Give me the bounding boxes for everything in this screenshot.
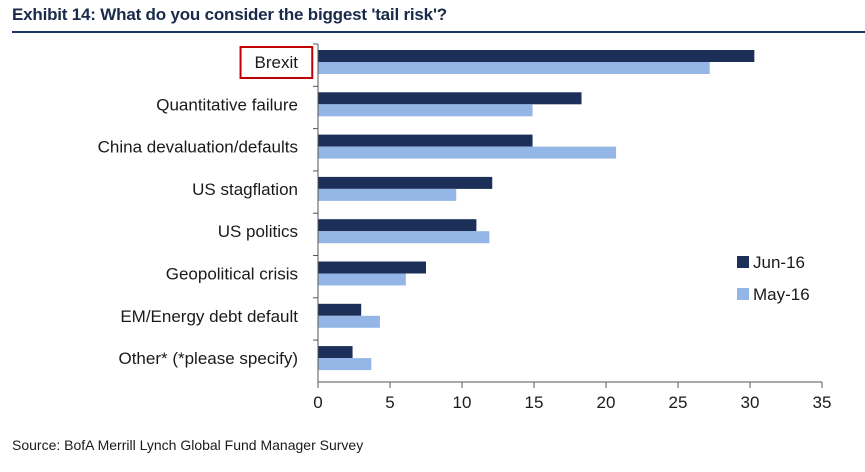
bar-jun-16-6 (318, 303, 362, 316)
bar-may-16-1 (318, 104, 533, 117)
bar-may-16-0 (318, 62, 710, 74)
bar-jun-16-4 (318, 219, 477, 232)
bar-jun-16-0 (318, 50, 755, 62)
bar-jun-16-3 (318, 176, 493, 189)
category-label: Brexit (255, 53, 299, 72)
bar-may-16-3 (318, 188, 457, 201)
bar-jun-16-2 (318, 134, 533, 147)
legend-swatch-jun-16 (737, 256, 749, 268)
axes: 0 5 10 15 20 25 30 35 (313, 43, 832, 412)
bar-jun-16-5 (318, 261, 426, 274)
x-tick-label: 25 (669, 393, 688, 412)
bar-may-16-6 (318, 315, 380, 328)
bar-may-16-2 (318, 146, 617, 159)
category-label: Quantitative failure (156, 95, 298, 114)
bar-chart: Brexit Quantitative failure China devaluat… (98, 43, 832, 412)
bar-may-16-7 (318, 358, 372, 371)
bar-may-16-5 (318, 273, 406, 286)
category-label: US stagflation (192, 180, 298, 199)
category-labels: Brexit Quantitative failure China devaluat… (98, 46, 314, 368)
legend-swatch-may-16 (737, 288, 749, 300)
x-tick-label: 0 (313, 393, 322, 412)
x-tick-label: 20 (597, 393, 616, 412)
highlight-box (239, 46, 314, 79)
bars-layer (318, 50, 755, 371)
category-label: Other* (*please specify) (118, 349, 298, 368)
legend: Jun-16 May-16 (737, 253, 810, 304)
x-tick-label: 15 (525, 393, 544, 412)
x-tick-label: 10 (453, 393, 472, 412)
x-tick-label: 30 (741, 393, 760, 412)
x-tick-label: 5 (385, 393, 394, 412)
category-label: China devaluation/defaults (98, 138, 298, 157)
x-tick-label: 35 (813, 393, 832, 412)
bar-jun-16-1 (318, 92, 582, 105)
title-underline (12, 31, 865, 33)
source-note: Source: BofA Merrill Lynch Global Fund M… (12, 437, 364, 453)
legend-label: May-16 (753, 285, 810, 304)
bar-jun-16-7 (318, 346, 353, 359)
category-label: EM/Energy debt default (120, 307, 298, 326)
category-label: Geopolitical crisis (166, 265, 298, 284)
bar-may-16-4 (318, 231, 490, 244)
legend-label: Jun-16 (753, 253, 805, 272)
chart-title: Exhibit 14: What do you consider the big… (12, 5, 447, 24)
category-label: US politics (218, 222, 298, 241)
